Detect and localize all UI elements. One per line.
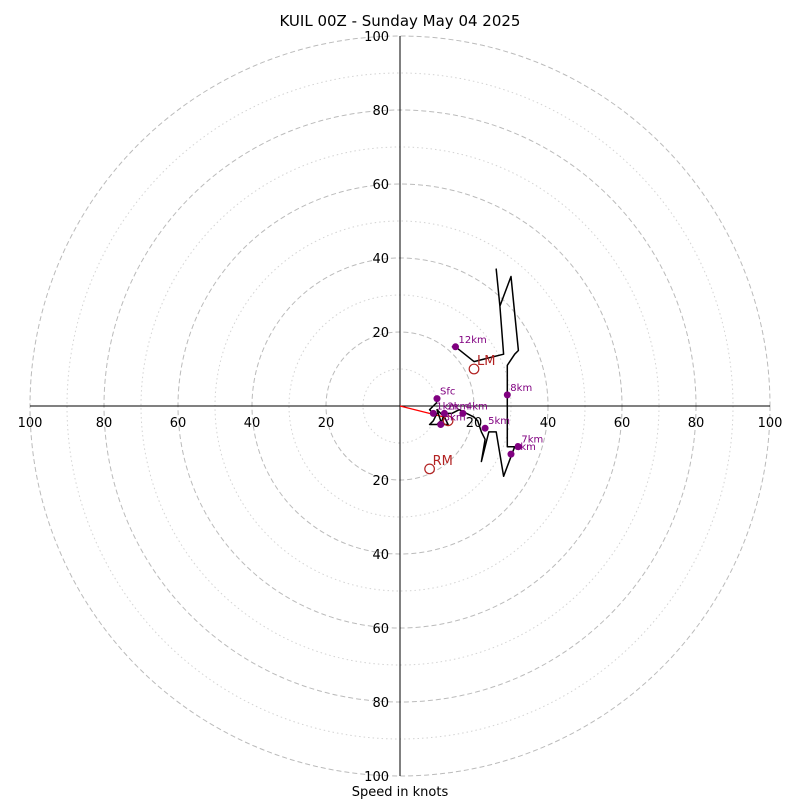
height-marker-dot	[514, 443, 522, 451]
height-marker-label: 6km	[514, 442, 536, 453]
tick-label-right: 40	[540, 416, 557, 431]
tick-label-top: 80	[372, 104, 389, 119]
height-marker-label: 7km	[521, 435, 543, 446]
height-marker-dot	[459, 409, 467, 417]
hodograph-line	[428, 268, 520, 478]
storm-motion-label: RM	[433, 454, 453, 469]
tick-label-top: 20	[372, 326, 389, 341]
height-marker-dot	[507, 450, 515, 458]
storm-motion-label: LM	[477, 354, 495, 369]
tick-label-top: 60	[372, 178, 389, 193]
tick-label-bottom: 20	[372, 474, 389, 489]
tick-label-left: 20	[318, 416, 335, 431]
tick-label-right: 80	[688, 416, 705, 431]
height-marker-dot	[437, 421, 445, 428]
tick-labels: 20 40 60 80 100 20 40 60 80 100 20 40 60 80 100 20 40 60 8…	[18, 30, 783, 785]
height-marker-dot	[452, 343, 459, 351]
storm-motion-circle	[468, 363, 480, 375]
tick-label-right: 20	[466, 416, 483, 431]
tick-label-right: 60	[614, 416, 631, 431]
tick-label-bottom: 40	[372, 548, 389, 563]
height-marker-label: 2km	[447, 401, 469, 412]
height-marker-label: 8km	[510, 383, 532, 394]
height-marker-dot	[440, 409, 448, 417]
height-marker-dot	[481, 424, 489, 432]
storm-vector-line	[399, 405, 445, 418]
storm-motion-circle	[442, 415, 454, 427]
x-axis-label: Speed in knots	[352, 785, 449, 800]
storm-motion-circle	[424, 463, 436, 475]
tick-label-left: 100	[18, 416, 43, 431]
tick-label-left: 80	[96, 416, 113, 431]
height-marker-label: 3km	[444, 413, 466, 424]
height-marker-dot	[429, 409, 437, 417]
hodograph-trace	[428, 268, 520, 478]
tick-label-top: 100	[364, 30, 389, 45]
tick-label-bottom: 80	[372, 696, 389, 711]
height-marker-label: 12km	[459, 335, 487, 346]
chart-title: KUIL 00Z - Sunday May 04 2025	[280, 12, 521, 30]
tick-label-bottom: 100	[364, 770, 389, 785]
tick-label-left: 40	[244, 416, 261, 431]
tick-label-top: 40	[372, 252, 389, 267]
height-marker-label: 4km	[466, 401, 488, 412]
tick-label-right: 100	[758, 416, 783, 431]
storm-motion-markers: LM RM	[424, 354, 495, 475]
tick-label-left: 60	[170, 416, 187, 431]
tick-label-bottom: 60	[372, 622, 389, 637]
height-marker-label: 1km	[436, 401, 458, 412]
height-marker-dot	[503, 391, 511, 399]
height-marker-label: 5km	[488, 416, 510, 427]
height-marker-dot	[433, 395, 441, 403]
height-marker-label: Sfc	[440, 387, 455, 398]
storm-motion-vector	[399, 405, 445, 418]
